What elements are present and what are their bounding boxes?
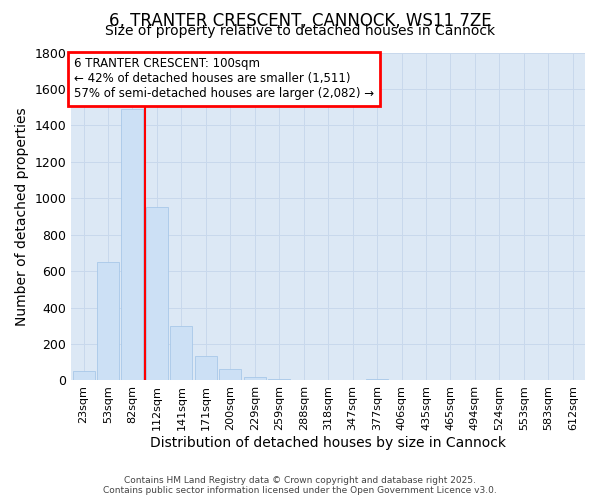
Bar (366, 378, 388, 380)
Bar (146, 208, 168, 380)
Text: Size of property relative to detached houses in Cannock: Size of property relative to detached ho… (105, 24, 495, 38)
Text: 6 TRANTER CRESCENT: 100sqm
← 42% of detached houses are smaller (1,511)
57% of s: 6 TRANTER CRESCENT: 100sqm ← 42% of deta… (74, 58, 374, 100)
Bar (97, 262, 119, 380)
Text: Contains HM Land Registry data © Crown copyright and database right 2025.
Contai: Contains HM Land Registry data © Crown c… (103, 476, 497, 495)
X-axis label: Distribution of detached houses by size in Cannock: Distribution of detached houses by size … (150, 436, 506, 450)
Bar (170, 326, 193, 380)
Text: 6, TRANTER CRESCENT, CANNOCK, WS11 7ZE: 6, TRANTER CRESCENT, CANNOCK, WS11 7ZE (109, 12, 491, 30)
Bar (268, 378, 290, 380)
Bar (219, 368, 241, 380)
Bar (244, 377, 266, 380)
Bar (121, 109, 143, 380)
Bar (73, 372, 95, 380)
Y-axis label: Number of detached properties: Number of detached properties (15, 107, 29, 326)
Bar (195, 356, 217, 380)
